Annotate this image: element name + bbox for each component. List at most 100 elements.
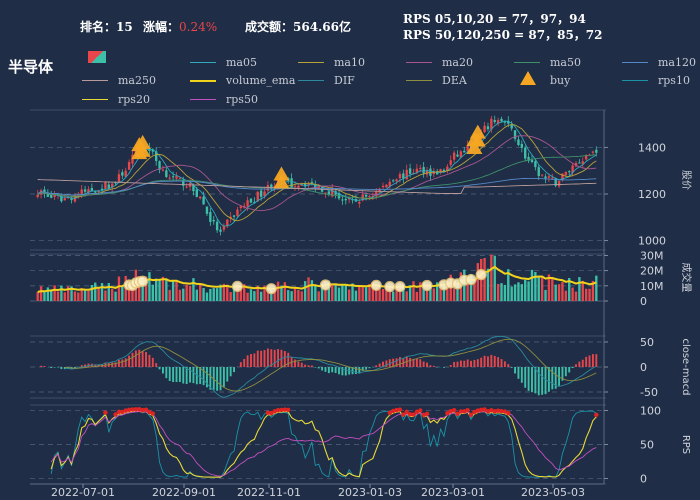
candle-body (578, 162, 581, 164)
candle-body (344, 198, 347, 201)
volume-bar (324, 280, 327, 301)
candle-body (63, 198, 66, 201)
ma20-legend-line (406, 62, 432, 63)
candle-body (568, 171, 571, 173)
volume-bar (239, 289, 243, 301)
volume-bar (415, 291, 419, 301)
rps-high-marker (279, 407, 284, 413)
volume-bar (591, 280, 595, 301)
candle-body (381, 185, 385, 188)
volume-bar (209, 288, 212, 301)
volume-bar (341, 285, 344, 301)
volume-bar (165, 279, 168, 301)
rps-high-marker (387, 410, 392, 416)
rps-high-marker (495, 408, 501, 413)
volume-bar (236, 284, 239, 301)
price-candles (36, 115, 598, 236)
rps-high-marker (150, 411, 156, 416)
volume-signal-marker (475, 269, 487, 281)
candle-body (341, 199, 344, 201)
volume-bar (60, 285, 63, 301)
volume-bar (215, 288, 219, 301)
dif-line (64, 335, 597, 398)
volume-bar (259, 291, 263, 301)
candle-body (90, 187, 94, 191)
candle-body (364, 195, 368, 197)
candle-body (415, 168, 419, 173)
candle-body (114, 181, 117, 184)
volume-bar (195, 289, 198, 301)
candle-body (574, 163, 578, 167)
candle-body (554, 178, 557, 186)
candle-body (77, 194, 80, 196)
volume-bar (287, 290, 290, 301)
volume-bar (368, 284, 371, 301)
volume-bar (561, 282, 564, 301)
volume-bar (158, 279, 161, 301)
buy-legend-label: buy (550, 74, 571, 87)
volume-bar (66, 286, 70, 301)
volume-bar (500, 283, 503, 301)
rps20-legend-label: rps20 (118, 93, 150, 106)
rps-high-marker (140, 408, 145, 413)
ma250-legend-line (82, 80, 108, 81)
candle-body (161, 169, 165, 171)
volume-bar (56, 291, 60, 301)
volume-bar (273, 289, 276, 301)
candle-body (425, 170, 429, 175)
candle-body (385, 184, 388, 188)
volume-bar (141, 277, 144, 301)
volume-bar (574, 291, 578, 301)
candle-body (442, 169, 446, 172)
rps-high-marker (404, 409, 409, 415)
volume-bar (452, 288, 456, 301)
volume-bar (378, 289, 381, 301)
volume-bar (73, 291, 77, 301)
volume-bar (320, 283, 324, 301)
candle-body (530, 159, 534, 163)
ma10-line (37, 123, 597, 222)
volume-bar (303, 281, 307, 301)
volume-bar (219, 284, 222, 301)
buy-signal-icon (466, 139, 483, 154)
volume-bar (425, 285, 429, 301)
volume-bar (544, 289, 547, 301)
candle-body (537, 167, 540, 177)
candle-body (46, 192, 50, 197)
volume-bar (469, 273, 473, 301)
volume-bar (50, 289, 53, 301)
volume-bar (412, 281, 415, 301)
candle-body (584, 154, 588, 160)
candle-body (178, 177, 182, 179)
rps-high-marker (275, 408, 281, 413)
candle-body (50, 195, 53, 198)
volume-signal-marker (421, 279, 433, 292)
rps-high-marker (482, 407, 487, 412)
candle-body (165, 170, 168, 177)
rps-axis-label: RPS (680, 435, 691, 454)
candle-body (110, 183, 114, 188)
volume-bar (80, 288, 83, 301)
candle-body (158, 161, 161, 170)
volume-bar (94, 282, 97, 301)
candle-body (155, 151, 158, 161)
volume-ytick-label: 30M (640, 250, 664, 263)
candle-body (297, 185, 300, 188)
candle-body (107, 184, 110, 189)
candle-body (540, 174, 544, 176)
volume-bar (161, 276, 165, 301)
volume-bar (344, 284, 347, 301)
volume-bar (375, 285, 378, 301)
candle-body (249, 198, 253, 203)
candle-body (595, 149, 598, 153)
volume-bar (53, 285, 56, 301)
candle-body (246, 200, 249, 207)
rps-high-marker (594, 412, 599, 418)
ma20-line (37, 135, 597, 212)
candle-body (483, 125, 486, 133)
volume-bar (114, 291, 117, 301)
volume-bar (256, 285, 259, 301)
ma50-line (37, 154, 597, 199)
volume-bar (456, 283, 459, 301)
candle-body (456, 154, 459, 157)
